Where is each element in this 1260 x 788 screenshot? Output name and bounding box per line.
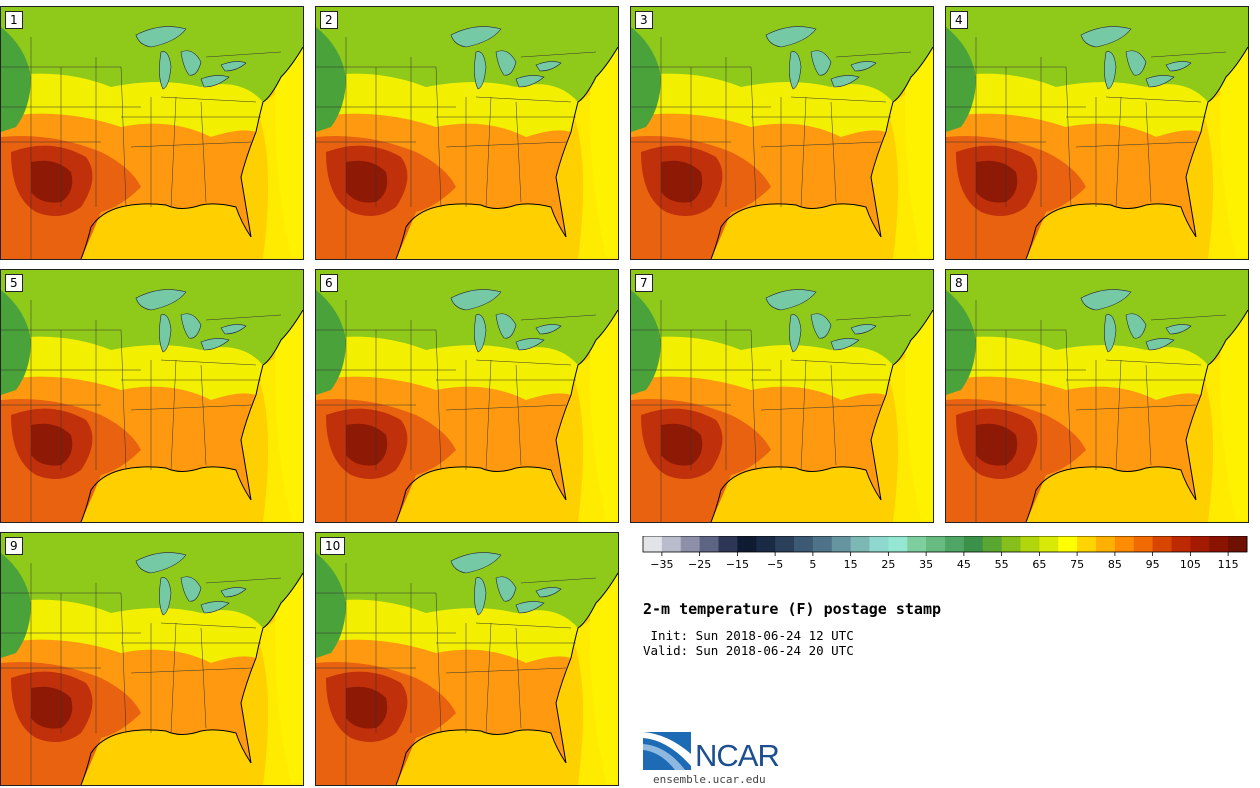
colorbar-swatch bbox=[699, 536, 719, 552]
map-panel: 3 bbox=[630, 6, 934, 260]
ncar-logo[interactable]: NCAR ensemble.ucar.edu bbox=[643, 732, 793, 786]
colorbar-swatch bbox=[680, 536, 701, 552]
colorbar-swatch bbox=[1209, 536, 1229, 552]
colorbar-swatch bbox=[775, 536, 795, 552]
colorbar-tick-label: 75 bbox=[1070, 558, 1084, 571]
panel-number: 5 bbox=[5, 274, 23, 292]
panel-number: 8 bbox=[950, 274, 968, 292]
panel-number: 2 bbox=[320, 11, 338, 29]
colorbar-tick-label: 25 bbox=[881, 558, 895, 571]
colorbar-tick-label: 5 bbox=[809, 558, 816, 571]
temperature-map bbox=[316, 270, 618, 522]
colorbar-tick-label: 55 bbox=[995, 558, 1009, 571]
temperature-map bbox=[1, 7, 303, 259]
colorbar-swatch bbox=[1228, 536, 1248, 552]
ncar-logo-icon bbox=[643, 732, 691, 770]
colorbar-swatch bbox=[850, 536, 870, 552]
colorbar-tick-label: 35 bbox=[919, 558, 933, 571]
colorbar-swatch bbox=[945, 536, 965, 552]
chart-title: 2-m temperature (F) postage stamp bbox=[643, 600, 942, 618]
colorbar-swatch bbox=[1171, 536, 1191, 552]
panel-number: 10 bbox=[320, 537, 346, 555]
colorbar-swatch bbox=[756, 536, 776, 552]
temperature-map bbox=[631, 270, 933, 522]
colorbar-swatch bbox=[907, 536, 927, 552]
colorbar: −35 −25 −15 −5 5 15 25 35 45 55 65 75 85 95 105 115 bbox=[642, 536, 1248, 571]
colorbar-tick-label: −25 bbox=[688, 558, 711, 571]
colorbar-swatch bbox=[661, 536, 682, 552]
colorbar-swatch bbox=[643, 536, 663, 552]
temperature-map bbox=[1, 533, 303, 785]
colorbar-tick-label: −5 bbox=[767, 558, 783, 571]
map-panel: 8 bbox=[945, 269, 1249, 523]
colorbar-swatch bbox=[1020, 536, 1040, 552]
panel-number: 1 bbox=[5, 11, 23, 29]
colorbar-swatch bbox=[794, 536, 814, 552]
map-panel: 7 bbox=[630, 269, 934, 523]
colorbar-swatch bbox=[718, 536, 738, 552]
colorbar-tick-label: 85 bbox=[1108, 558, 1122, 571]
colorbar-swatch bbox=[737, 536, 757, 552]
colorbar-swatch bbox=[888, 536, 908, 552]
valid-time: Valid: Sun 2018-06-24 20 UTC bbox=[643, 643, 854, 658]
colorbar-tick-label: −15 bbox=[726, 558, 749, 571]
temperature-map bbox=[946, 7, 1248, 259]
colorbar-tick-label: −35 bbox=[650, 558, 673, 571]
temperature-map bbox=[316, 7, 618, 259]
panel-number: 6 bbox=[320, 274, 338, 292]
map-panel: 1 bbox=[0, 6, 304, 260]
colorbar-swatch bbox=[1152, 536, 1172, 552]
colorbar-tick-label: 95 bbox=[1146, 558, 1160, 571]
panel-number: 9 bbox=[5, 537, 23, 555]
colorbar-tick-label: 45 bbox=[957, 558, 971, 571]
map-panel: 4 bbox=[945, 6, 1249, 260]
map-panel: 6 bbox=[315, 269, 619, 523]
logo-url[interactable]: ensemble.ucar.edu bbox=[653, 773, 766, 786]
colorbar-swatch bbox=[1039, 536, 1059, 552]
map-panel: 9 bbox=[0, 532, 304, 786]
panel-number: 4 bbox=[950, 11, 968, 29]
colorbar-tick-label: 15 bbox=[844, 558, 858, 571]
colorbar-swatch bbox=[831, 536, 852, 552]
init-time: Init: Sun 2018-06-24 12 UTC bbox=[643, 628, 854, 643]
panel-number: 3 bbox=[635, 11, 653, 29]
colorbar-swatch bbox=[869, 536, 889, 552]
colorbar-tick-label: 65 bbox=[1032, 558, 1046, 571]
colorbar-swatch bbox=[963, 536, 984, 552]
temperature-map bbox=[1, 270, 303, 522]
colorbar-swatch bbox=[1133, 536, 1154, 552]
colorbar-tick-label: 105 bbox=[1180, 558, 1201, 571]
temperature-map bbox=[316, 533, 618, 785]
panel-number: 7 bbox=[635, 274, 653, 292]
colorbar-swatch bbox=[1077, 536, 1097, 552]
colorbar-swatch bbox=[1058, 536, 1078, 552]
colorbar-swatch bbox=[812, 536, 833, 552]
colorbar-border bbox=[642, 536, 1248, 553]
colorbar-swatch bbox=[926, 536, 946, 552]
temperature-map bbox=[946, 270, 1248, 522]
map-panel: 5 bbox=[0, 269, 304, 523]
colorbar-swatch bbox=[1096, 536, 1116, 552]
map-panel: 10 bbox=[315, 532, 619, 786]
colorbar-swatch bbox=[1001, 536, 1021, 552]
colorbar-tick-label: 115 bbox=[1218, 558, 1239, 571]
colorbar-swatch bbox=[1190, 536, 1210, 552]
map-panel: 2 bbox=[315, 6, 619, 260]
colorbar-swatch bbox=[1114, 536, 1135, 552]
temperature-map bbox=[631, 7, 933, 259]
colorbar-swatch bbox=[982, 536, 1003, 552]
logo-text: NCAR bbox=[695, 738, 780, 773]
